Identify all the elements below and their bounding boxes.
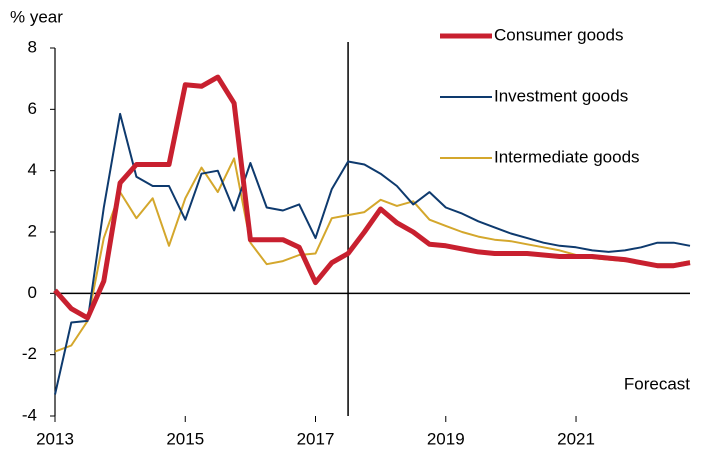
forecast-annotation: Forecast (624, 374, 690, 393)
y-tick-label: 0 (28, 283, 37, 302)
x-tick-label: 2013 (36, 429, 74, 448)
series-line (54, 112, 691, 395)
y-tick-label: 4 (28, 160, 37, 179)
x-tick-label: 2015 (166, 429, 204, 448)
y-tick-label: 8 (28, 37, 37, 56)
legend-label: Intermediate goods (494, 147, 640, 166)
legend-label: Consumer goods (494, 25, 623, 44)
series-line (53, 74, 691, 321)
x-tick-label: 2017 (297, 429, 335, 448)
x-tick-label: 2019 (427, 429, 465, 448)
y-tick-label: 2 (28, 221, 37, 240)
y-tick-label: 6 (28, 99, 37, 118)
legend-label: Investment goods (494, 86, 628, 105)
y-tick-label: -2 (22, 344, 37, 363)
y-axis-label: % year (10, 7, 63, 26)
y-tick-label: -4 (22, 405, 37, 424)
x-tick-label: 2021 (557, 429, 595, 448)
